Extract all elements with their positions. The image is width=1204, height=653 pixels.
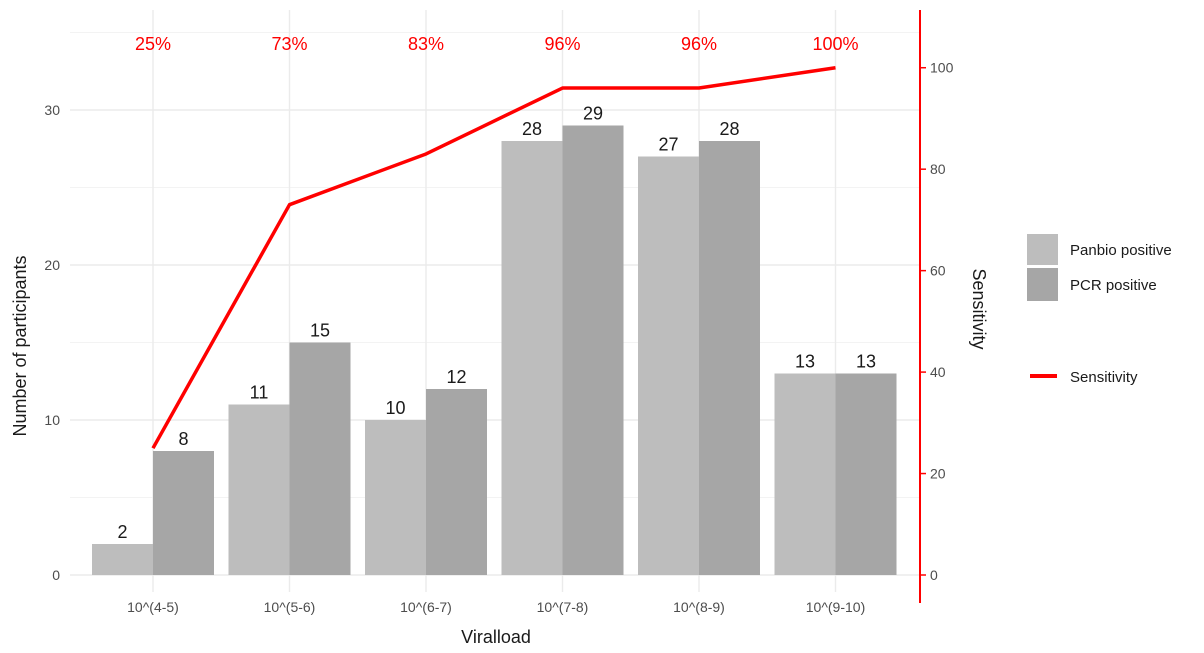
bar-panbio: [774, 373, 836, 575]
right-y-axis: 0 20 40 60 80 100: [919, 10, 954, 603]
y2-tick-label: 20: [930, 466, 946, 482]
sensitivity-line: [151, 65, 836, 450]
y-axis-title: Number of participants: [10, 255, 30, 436]
legend: Panbio positive PCR positive Sensitivity: [1027, 234, 1172, 386]
bar-value-label: 8: [178, 429, 188, 449]
sensitivity-percent-label: 73%: [271, 34, 307, 54]
sensitivity-percent-label: 96%: [544, 34, 580, 54]
bar-value-label: 27: [658, 135, 678, 155]
x-tick-label: 10^(6-7): [400, 599, 452, 615]
y2-tick-label: 40: [930, 364, 946, 380]
y2-tick-label: 80: [930, 161, 946, 177]
bar-value-label: 28: [719, 119, 739, 139]
bar-value-label: 29: [583, 104, 603, 124]
y2-tick-label: 100: [930, 60, 954, 76]
x-tick-label: 10^(8-9): [673, 599, 725, 615]
bar-panbio: [638, 156, 699, 575]
bar-value-label: 13: [856, 352, 876, 372]
legend-label-sensitivity: Sensitivity: [1070, 369, 1138, 386]
x-axis: 10^(4-5) 10^(5-6) 10^(6-7) 10^(7-8) 10^(8-9)…: [127, 599, 865, 615]
x-tick-label: 10^(5-6): [264, 599, 316, 615]
legend-label-pcr: PCR positive: [1070, 277, 1157, 294]
bar-value-label: 2: [117, 522, 127, 542]
sensitivity-percent-label: 83%: [408, 34, 444, 54]
legend-swatch-panbio: [1027, 234, 1058, 265]
bar-pcr: [426, 389, 487, 575]
x-tick-label: 10^(9-10): [806, 599, 866, 615]
legend-swatch-pcr: [1027, 268, 1058, 301]
bar-value-label: 11: [250, 383, 269, 403]
y2-tick-label: 0: [930, 567, 938, 583]
y2-tick-label: 60: [930, 263, 946, 279]
x-axis-title: Viralload: [461, 627, 531, 647]
left-y-axis: 0 10 20 30: [44, 102, 60, 583]
sensitivity-line-group: [151, 65, 836, 450]
sensitivity-percent-label: 25%: [135, 34, 171, 54]
bar-value-label: 10: [385, 398, 405, 418]
sensitivity-percent-labels: 25% 73% 83% 96% 96% 100%: [135, 34, 859, 54]
legend-label-panbio: Panbio positive: [1070, 242, 1172, 259]
x-tick-label: 10^(7-8): [537, 599, 589, 615]
sensitivity-percent-label: 96%: [681, 34, 717, 54]
bar-value-label: 28: [522, 119, 542, 139]
bar-value-label: 15: [310, 321, 330, 341]
bar-pcr: [289, 342, 351, 575]
bar-value-label: 13: [795, 352, 815, 372]
bar-value-labels: 2 11 10 28 27 13 8 15 12 29 28 13: [117, 104, 876, 543]
bar-panbio: [92, 544, 153, 575]
bar-panbio: [228, 404, 290, 575]
secondary-y-axis-title: Sensitivity: [969, 268, 989, 349]
bars: [92, 125, 897, 575]
bar-panbio: [365, 420, 426, 575]
bar-pcr: [835, 373, 897, 575]
bar-panbio: [501, 141, 563, 575]
x-tick-label: 10^(4-5): [127, 599, 179, 615]
y-tick-label: 20: [44, 257, 60, 273]
y-tick-label: 10: [44, 412, 60, 428]
bar-value-label: 12: [446, 367, 466, 387]
bar-pcr: [562, 125, 624, 575]
bar-pcr: [699, 141, 760, 575]
sensitivity-percent-label: 100%: [812, 34, 858, 54]
bar-pcr: [153, 451, 214, 575]
y-tick-label: 30: [44, 102, 60, 118]
y-tick-label: 0: [52, 567, 60, 583]
